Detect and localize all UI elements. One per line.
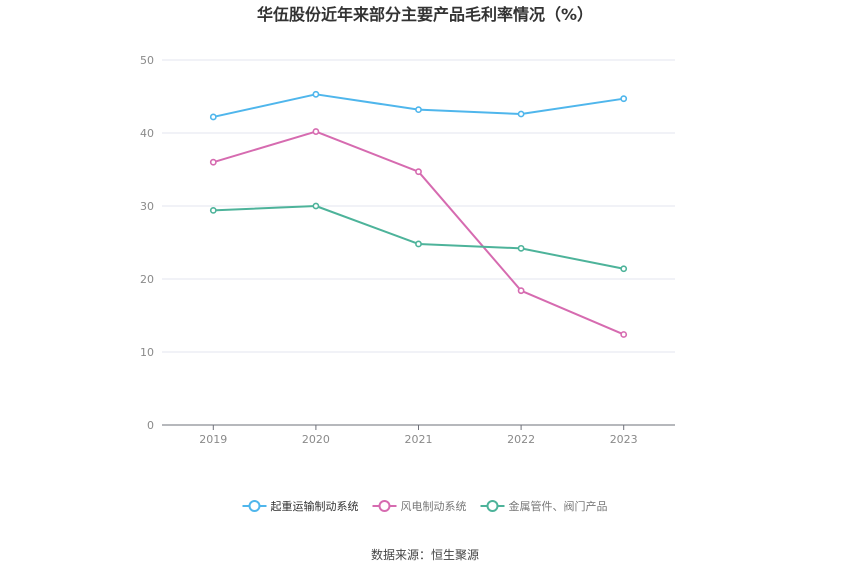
series-line <box>213 93 624 118</box>
legend: 起重运输制动系统 风电制动系统 金属管件、阀门产品 <box>242 499 608 513</box>
data-point[interactable] <box>209 206 217 214</box>
y-tick-label: 20 <box>140 273 154 286</box>
data-point[interactable] <box>620 331 628 338</box>
series-line <box>213 205 624 270</box>
legend-item[interactable]: 风电制动系统 <box>372 500 467 513</box>
x-axis: 2019 2020 2021 2022 2023 <box>162 424 675 446</box>
legend-marker <box>378 500 391 512</box>
y-tick-label: 50 <box>140 54 154 67</box>
series-1 <box>209 128 628 338</box>
legend-marker <box>248 500 261 512</box>
legend-marker <box>486 500 499 512</box>
data-point[interactable] <box>620 95 628 103</box>
x-tick-label: 2021 <box>405 433 433 446</box>
series-line <box>213 130 625 336</box>
data-point[interactable] <box>312 202 320 210</box>
legend-item[interactable]: 金属管件、阀门产品 <box>480 499 608 513</box>
data-point[interactable] <box>209 158 217 166</box>
x-tick-label: 2019 <box>199 433 227 446</box>
data-point[interactable] <box>312 90 320 98</box>
data-point[interactable] <box>415 168 422 176</box>
data-point[interactable] <box>415 240 422 248</box>
series-0 <box>209 90 628 121</box>
chart-title: 华伍股份近年来部分主要产品毛利率情况（%） <box>257 5 593 24</box>
data-point[interactable] <box>415 106 422 114</box>
y-tick-label: 10 <box>140 346 154 359</box>
y-tick-label: 30 <box>140 200 154 213</box>
series-layer <box>209 90 628 338</box>
data-point[interactable] <box>312 128 320 135</box>
data-source: 数据来源：恒生聚源 <box>371 547 479 562</box>
data-point[interactable] <box>517 244 525 252</box>
x-tick-label: 2020 <box>302 433 330 446</box>
data-point[interactable] <box>517 287 525 295</box>
legend-label: 起重运输制动系统 <box>271 499 359 513</box>
x-tick-label: 2023 <box>610 433 638 446</box>
y-tick-label: 0 <box>147 419 154 432</box>
x-tick-label: 2022 <box>507 433 535 446</box>
y-tick-label: 40 <box>140 127 154 140</box>
y-axis: 0 10 20 30 40 50 <box>140 54 154 432</box>
data-point[interactable] <box>517 110 525 118</box>
series-2 <box>209 202 628 273</box>
grid-lines <box>162 59 675 353</box>
legend-label: 风电制动系统 <box>401 500 467 513</box>
legend-label: 金属管件、阀门产品 <box>509 499 608 513</box>
legend-item[interactable]: 起重运输制动系统 <box>242 499 359 513</box>
data-point[interactable] <box>209 113 217 121</box>
data-point[interactable] <box>620 265 628 273</box>
